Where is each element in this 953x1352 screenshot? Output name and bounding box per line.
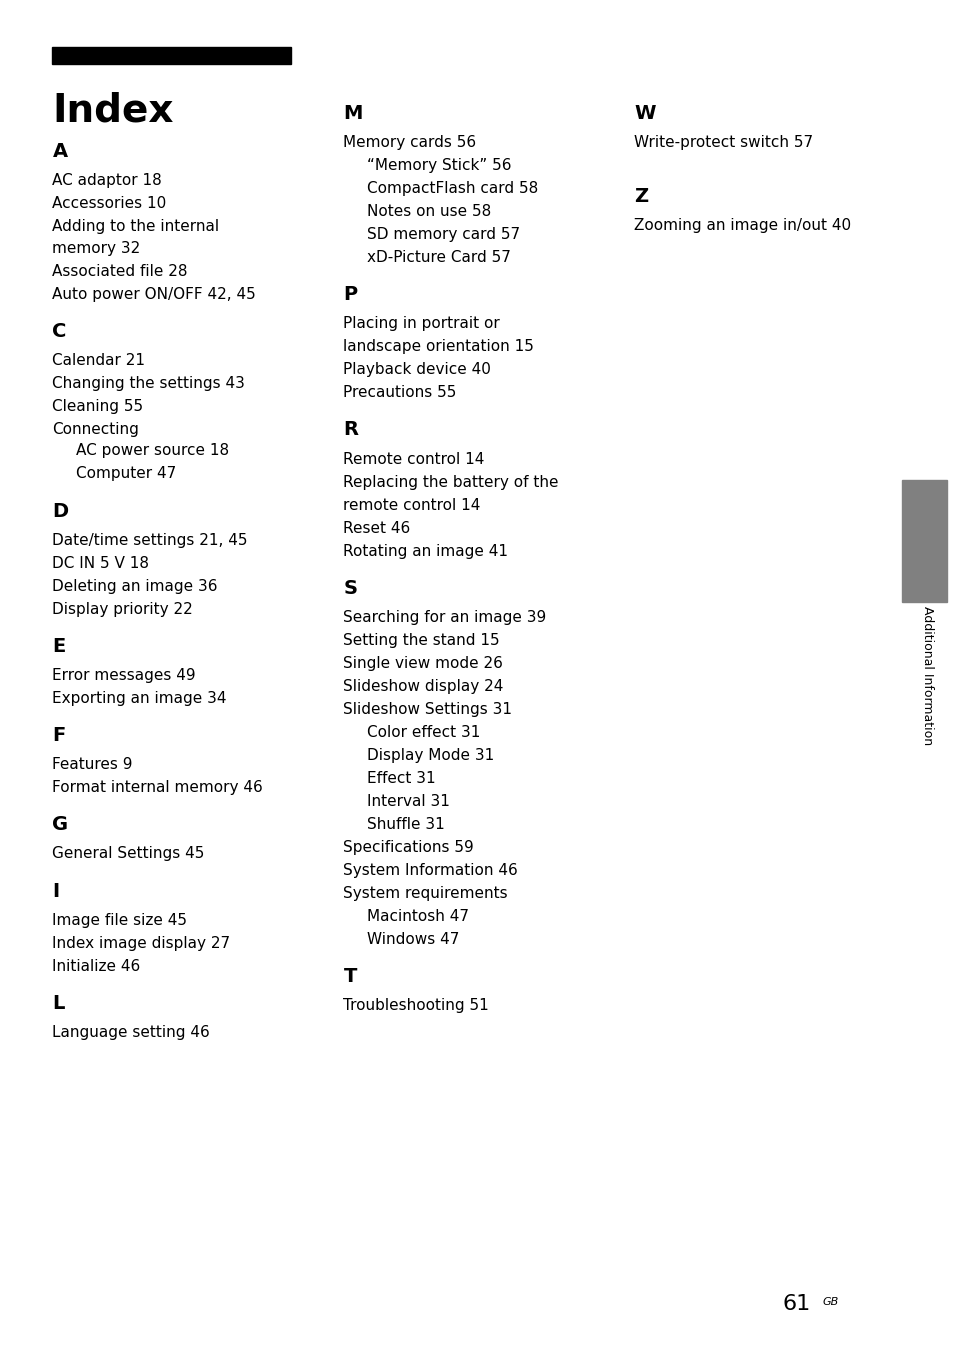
Text: Shuffle 31: Shuffle 31	[367, 817, 444, 831]
Text: Precautions 55: Precautions 55	[343, 385, 456, 400]
Text: Reset 46: Reset 46	[343, 521, 410, 535]
Text: Format internal memory 46: Format internal memory 46	[52, 780, 263, 795]
Text: Memory cards 56: Memory cards 56	[343, 135, 476, 150]
Text: Z: Z	[634, 187, 648, 206]
Text: memory 32: memory 32	[52, 241, 141, 256]
Text: Searching for an image 39: Searching for an image 39	[343, 610, 546, 625]
Text: Macintosh 47: Macintosh 47	[367, 909, 469, 923]
Text: landscape orientation 15: landscape orientation 15	[343, 339, 534, 354]
Text: M: M	[343, 104, 362, 123]
Text: Color effect 31: Color effect 31	[367, 725, 480, 740]
Text: Notes on use 58: Notes on use 58	[367, 204, 491, 219]
Text: C: C	[52, 322, 67, 341]
Text: Adding to the internal: Adding to the internal	[52, 219, 219, 234]
Text: 61: 61	[781, 1294, 810, 1314]
Text: D: D	[52, 502, 69, 521]
Text: DC IN 5 V 18: DC IN 5 V 18	[52, 556, 150, 571]
Text: A: A	[52, 142, 68, 161]
Text: T: T	[343, 967, 356, 986]
Text: CompactFlash card 58: CompactFlash card 58	[367, 181, 538, 196]
Text: Slideshow Settings 31: Slideshow Settings 31	[343, 702, 512, 717]
Text: xD-Picture Card 57: xD-Picture Card 57	[367, 250, 511, 265]
Text: Rotating an image 41: Rotating an image 41	[343, 544, 508, 558]
Text: Image file size 45: Image file size 45	[52, 913, 188, 927]
Text: Placing in portrait or: Placing in portrait or	[343, 316, 499, 331]
Text: W: W	[634, 104, 656, 123]
Text: Display priority 22: Display priority 22	[52, 602, 193, 617]
Text: Zooming an image in/out 40: Zooming an image in/out 40	[634, 218, 851, 233]
Text: Display Mode 31: Display Mode 31	[367, 748, 494, 763]
Text: I: I	[52, 882, 59, 900]
Text: Effect 31: Effect 31	[367, 771, 436, 786]
Text: Initialize 46: Initialize 46	[52, 959, 141, 973]
Text: Specifications 59: Specifications 59	[343, 840, 474, 854]
Text: Changing the settings 43: Changing the settings 43	[52, 376, 245, 391]
Text: Setting the stand 15: Setting the stand 15	[343, 633, 499, 648]
Text: Single view mode 26: Single view mode 26	[343, 656, 503, 671]
Text: L: L	[52, 994, 65, 1013]
Text: Interval 31: Interval 31	[367, 794, 450, 808]
Text: AC power source 18: AC power source 18	[76, 443, 230, 458]
Text: System requirements: System requirements	[343, 886, 508, 900]
Text: Auto power ON/OFF 42, 45: Auto power ON/OFF 42, 45	[52, 287, 256, 301]
Text: Playback device 40: Playback device 40	[343, 362, 491, 377]
Text: Exporting an image 34: Exporting an image 34	[52, 691, 227, 706]
Text: Date/time settings 21, 45: Date/time settings 21, 45	[52, 533, 248, 548]
Text: Index: Index	[52, 92, 173, 130]
Text: Cleaning 55: Cleaning 55	[52, 399, 144, 414]
Text: F: F	[52, 726, 66, 745]
Text: Additional Information: Additional Information	[920, 607, 933, 745]
Text: P: P	[343, 285, 357, 304]
Text: System Information 46: System Information 46	[343, 863, 517, 877]
Text: Calendar 21: Calendar 21	[52, 353, 145, 368]
Text: G: G	[52, 815, 69, 834]
Text: Slideshow display 24: Slideshow display 24	[343, 679, 503, 694]
Text: General Settings 45: General Settings 45	[52, 846, 205, 861]
Bar	[52, 47, 291, 64]
Text: Error messages 49: Error messages 49	[52, 668, 196, 683]
Text: Deleting an image 36: Deleting an image 36	[52, 579, 217, 594]
Text: Index image display 27: Index image display 27	[52, 936, 231, 950]
Text: AC adaptor 18: AC adaptor 18	[52, 173, 162, 188]
Text: Troubleshooting 51: Troubleshooting 51	[343, 998, 489, 1013]
Text: Replacing the battery of the: Replacing the battery of the	[343, 475, 558, 489]
Text: Connecting: Connecting	[52, 422, 139, 437]
Text: Features 9: Features 9	[52, 757, 132, 772]
Text: GB: GB	[821, 1298, 838, 1307]
Text: SD memory card 57: SD memory card 57	[367, 227, 520, 242]
Text: R: R	[343, 420, 358, 439]
Text: Accessories 10: Accessories 10	[52, 196, 167, 211]
Text: Associated file 28: Associated file 28	[52, 264, 188, 279]
Text: “Memory Stick” 56: “Memory Stick” 56	[367, 158, 511, 173]
Text: Windows 47: Windows 47	[367, 932, 459, 946]
Text: Language setting 46: Language setting 46	[52, 1025, 210, 1040]
Text: Write-protect switch 57: Write-protect switch 57	[634, 135, 813, 150]
Text: Computer 47: Computer 47	[76, 466, 176, 481]
Bar	[901, 480, 946, 602]
Text: Remote control 14: Remote control 14	[343, 452, 484, 466]
Text: remote control 14: remote control 14	[343, 498, 480, 512]
Text: S: S	[343, 579, 357, 598]
Text: E: E	[52, 637, 66, 656]
